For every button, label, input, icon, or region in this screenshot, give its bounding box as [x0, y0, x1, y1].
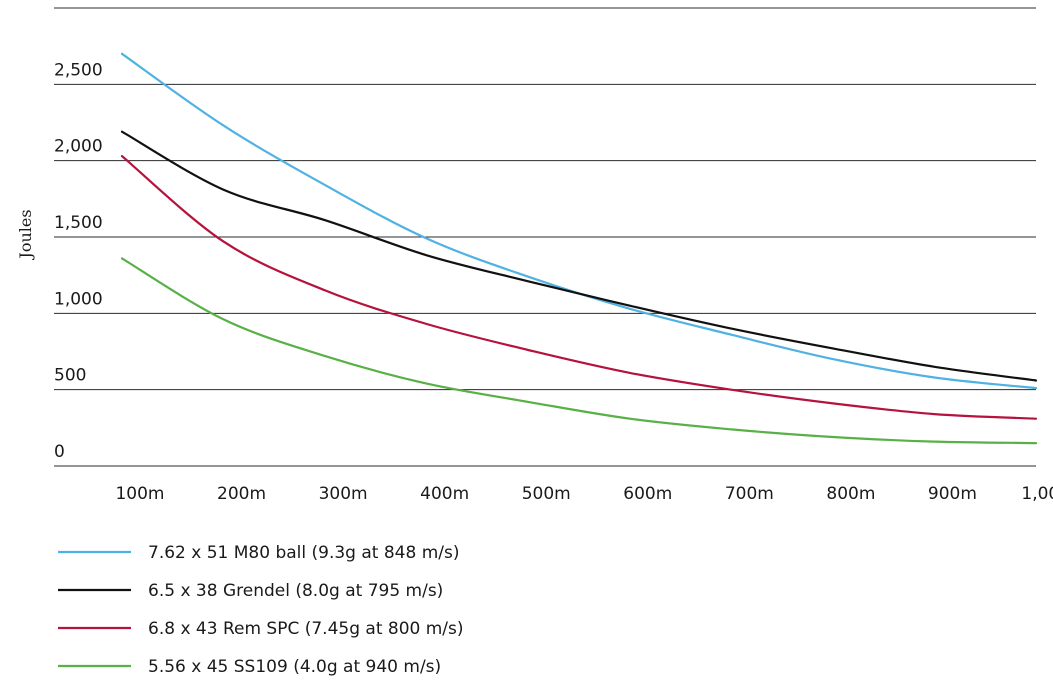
- x-tick-label: 1,000m: [1021, 484, 1053, 504]
- legend-label: 6.8 x 43 Rem SPC (7.45g at 800 m/s): [148, 619, 464, 639]
- legend-label: 6.5 x 38 Grendel (8.0g at 795 m/s): [148, 581, 443, 601]
- series-line-m80: [120, 52, 1038, 390]
- legend-label: 5.56 x 45 SS109 (4.0g at 940 m/s): [148, 657, 441, 677]
- x-tick-label: 700m: [725, 484, 774, 504]
- gridlines: [54, 7, 1036, 467]
- x-tick-label: 800m: [826, 484, 875, 504]
- series-lines: [120, 52, 1038, 445]
- legend: 7.62 x 51 M80 ball (9.3g at 848 m/s) 6.5 …: [58, 543, 464, 677]
- y-tick-label: 2,000: [54, 137, 103, 157]
- x-tick-label: 400m: [420, 484, 469, 504]
- y-tick-label: 2,500: [54, 60, 103, 80]
- x-tick-label: 600m: [623, 484, 672, 504]
- legend-label: 7.62 x 51 M80 ball (9.3g at 848 m/s): [148, 543, 460, 563]
- x-tick-label: 200m: [217, 484, 266, 504]
- series-line-ss109: [120, 257, 1038, 445]
- series-line-grendel: [120, 130, 1038, 382]
- x-tick-label: 500m: [522, 484, 571, 504]
- series-line-rem-spc: [120, 155, 1038, 420]
- y-axis-ticks: 0 500 1,000 1,500 2,000 2,500: [54, 60, 103, 462]
- y-tick-label: 500: [54, 366, 86, 386]
- x-tick-label: 300m: [319, 484, 368, 504]
- x-tick-label: 100m: [115, 484, 164, 504]
- x-axis-ticks: 100m 200m 300m 400m 500m 600m 700m 800m 900m 1,00…: [115, 484, 1053, 504]
- y-axis-label: Joules: [16, 209, 35, 260]
- y-tick-label: 0: [54, 442, 65, 462]
- y-tick-label: 1,000: [54, 289, 103, 309]
- x-tick-label: 900m: [928, 484, 977, 504]
- y-tick-label: 1,500: [54, 213, 103, 233]
